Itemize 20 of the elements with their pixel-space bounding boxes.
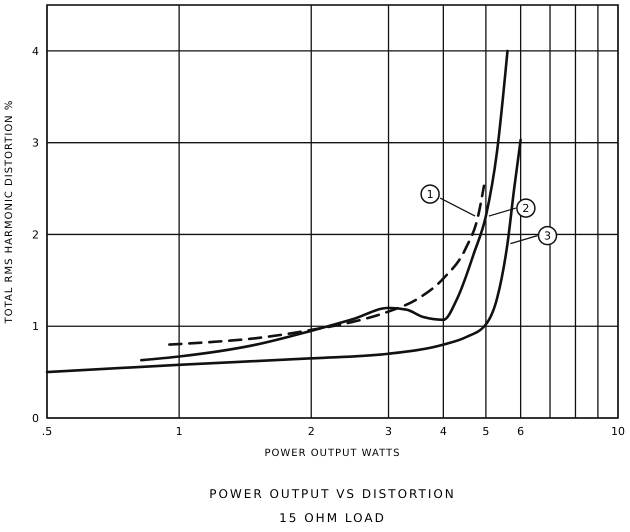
y-tick-label: 4 [32, 44, 39, 58]
text: 1 [426, 188, 434, 202]
y-tick-label: 0 [32, 412, 39, 425]
y-tick-label: 3 [32, 136, 39, 150]
legend-label: 3 [544, 230, 551, 243]
x-tick-label: 2 [308, 425, 315, 438]
x-tick-label: 6 [517, 425, 524, 438]
x-tick-label: 1 [176, 425, 183, 438]
x-tick-label: 5 [482, 425, 490, 438]
text: 15 OHM LOAD [279, 511, 386, 525]
x-tick-label: 10 [611, 425, 625, 438]
text: POWER OUTPUT VS DISTORTION [209, 487, 456, 501]
x-tick-label: .5 [42, 425, 52, 438]
x-tick-label: 4 [440, 425, 447, 438]
y-tick-label: 2 [32, 228, 39, 242]
y-axis-title: TOTAL RMS HARMONIC DISTORTION % [4, 100, 15, 324]
x-tick-label: 3 [385, 425, 392, 438]
x-axis-title: POWER OUTPUT WATTS [264, 448, 400, 459]
y-tick-label: 1 [32, 320, 39, 334]
legend-label: 2 [522, 202, 530, 216]
